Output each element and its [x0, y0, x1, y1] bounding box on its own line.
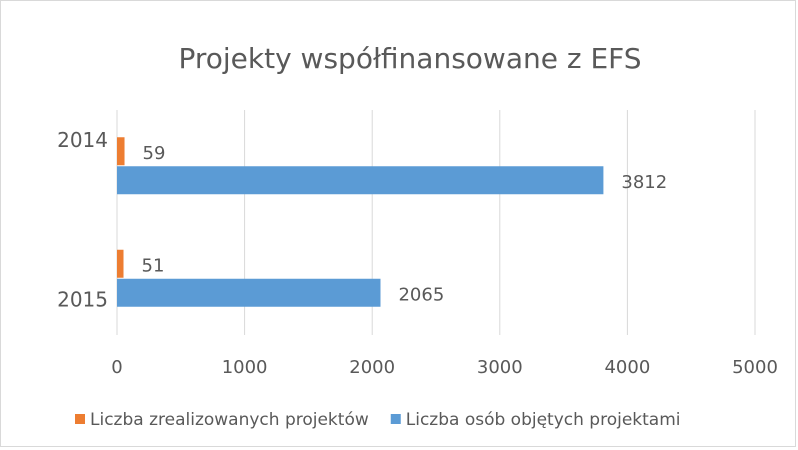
data-label: 3812	[621, 172, 667, 193]
x-tick-label: 0	[111, 357, 122, 378]
bar	[117, 137, 125, 166]
legend-label: Liczba osób objętych projektami	[406, 410, 681, 430]
y-tick-label: 2014	[57, 128, 108, 152]
x-tick-label: 4000	[604, 357, 650, 378]
bar	[117, 166, 604, 195]
y-tick-label: 2015	[57, 287, 108, 311]
x-tick-label: 1000	[222, 357, 268, 378]
chart-title: Projekty współfinansowane z EFS	[178, 42, 641, 75]
data-label: 2065	[398, 284, 444, 305]
data-label: 51	[142, 255, 165, 276]
data-label: 59	[143, 143, 166, 164]
legend-swatch	[75, 414, 85, 424]
x-tick-label: 3000	[477, 357, 523, 378]
legend-swatch	[390, 414, 401, 424]
legend-label: Liczba zrealizowanych projektów	[90, 410, 369, 430]
bar	[117, 278, 381, 307]
x-tick-label: 5000	[732, 357, 778, 378]
bar	[117, 249, 124, 278]
x-tick-label: 2000	[349, 357, 395, 378]
